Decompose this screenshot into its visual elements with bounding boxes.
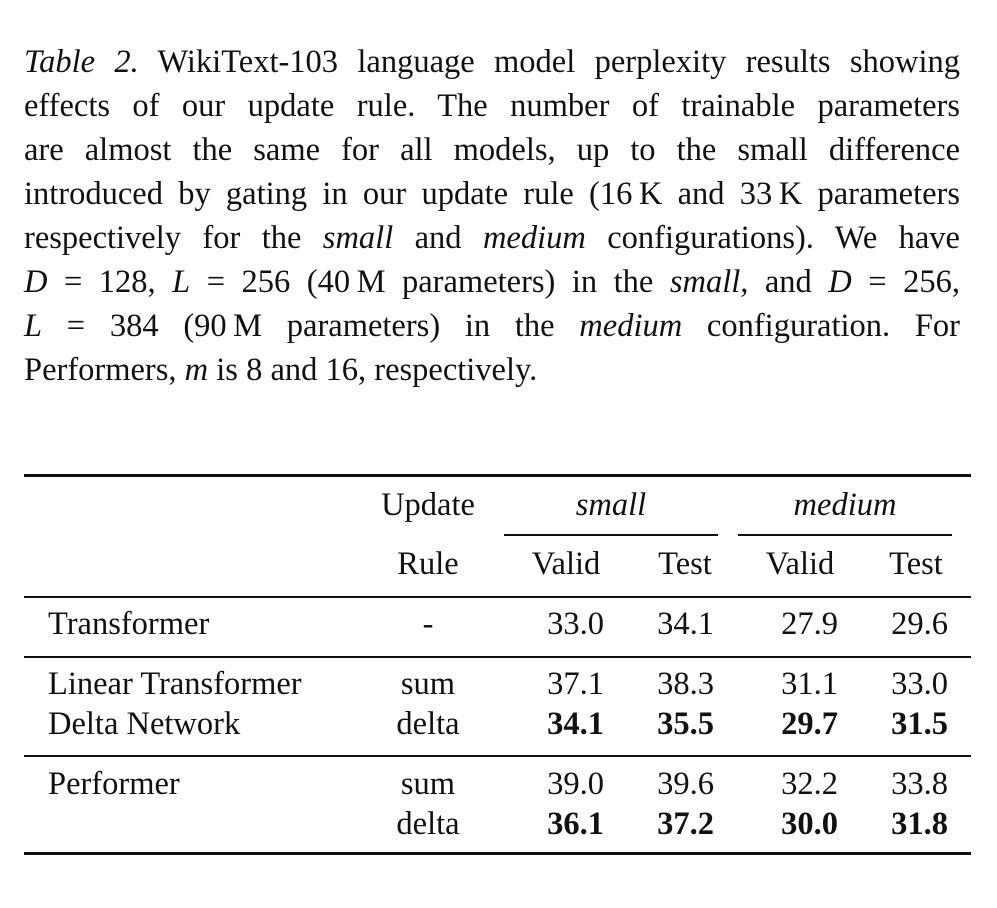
cell-medium-test: 33.8 [891,766,948,802]
caption-text: configuration. For [682,308,961,344]
caption-text: L [24,308,43,344]
header-group-small: small [575,487,647,523]
caption-text: are almost the same for all models, up t… [24,132,960,168]
caption-text: = 256 (40 M parameters) in the [190,264,670,300]
caption-text: = 384 (90 M parameters) in the [42,308,580,344]
caption-line: introduced by gating in our update rule … [24,172,960,216]
cell-small-test: 38.3 [657,666,714,702]
table-caption: Table 2. WikiText-103 language model per… [24,40,960,392]
caption-text: small [322,220,394,256]
caption-text: = 256, [851,264,960,300]
caption-text: medium [482,220,586,256]
header-group-medium: medium [793,487,897,523]
cell-model: Linear Transformer [48,666,302,702]
caption-text: small [669,264,741,300]
cell-small-test: 35.5 [657,706,714,742]
table-bottom-rule [24,852,971,855]
caption-text: L [172,264,191,300]
cell-small-valid: 37.1 [547,666,604,702]
cell-medium-test: 31.8 [891,806,948,842]
caption-text: = 128, [47,264,173,300]
cell-small-test: 34.1 [657,606,714,642]
cell-medium-valid: 30.0 [781,806,838,842]
small-group-rule [504,534,718,536]
caption-line: are almost the same for all models, up t… [24,128,960,172]
caption-text: m [184,352,209,388]
group-separator-rule [24,755,971,757]
cell-model: Transformer [48,606,210,642]
cell-medium-test: 31.5 [891,706,948,742]
header-medium-test: Test [889,546,943,582]
caption-line: effects of our update rule. The number o… [24,84,960,128]
cell-medium-test: 33.0 [891,666,948,702]
caption-text: D [828,264,852,300]
caption-text: , and [740,264,829,300]
caption-text: respectively for the [24,220,323,256]
medium-group-rule [738,534,952,536]
cell-small-test: 39.6 [657,766,714,802]
cell-medium-valid: 27.9 [781,606,838,642]
caption-text: D [24,264,48,300]
header-small-test: Test [658,546,712,582]
cell-update-rule: sum [400,766,456,802]
header-rule: Rule [397,546,459,582]
cell-model: Delta Network [48,706,241,742]
cell-small-valid: 36.1 [547,806,604,842]
caption-text: and [393,220,483,256]
caption-text: Performers, [24,352,185,388]
cell-small-valid: 33.0 [547,606,604,642]
cell-small-valid: 34.1 [547,706,604,742]
table-top-rule [24,474,971,477]
caption-line: Performers, m is 8 and 16, respectively. [24,348,960,392]
caption-line: Table 2. WikiText-103 language model per… [24,40,960,84]
group-separator-rule [24,656,971,658]
cell-small-test: 37.2 [657,806,714,842]
caption-line: L = 384 (90 M parameters) in the medium … [24,304,960,348]
header-medium-valid: Valid [765,546,835,582]
caption-text: is 8 and 16, respectively. [208,352,538,388]
cell-medium-valid: 31.1 [781,666,838,702]
caption-label: Table 2. [24,44,139,80]
cell-small-valid: 39.0 [547,766,604,802]
caption-text: medium [579,308,683,344]
header-update: Update [381,487,475,523]
cell-medium-test: 29.6 [891,606,948,642]
cell-update-rule: delta [396,706,460,742]
cell-update-rule: - [422,606,434,642]
cell-model: Performer [48,766,180,802]
cell-update-rule: sum [400,666,456,702]
header-small-valid: Valid [531,546,601,582]
header-bottom-rule [24,596,971,598]
cell-update-rule: delta [396,806,460,842]
caption-text: WikiText-103 language model perplexity r… [138,44,961,80]
caption-line: respectively for the small and medium co… [24,216,960,260]
caption-text: introduced by gating in our update rule … [24,176,960,212]
cell-medium-valid: 32.2 [781,766,838,802]
caption-text: configurations). We have [585,220,960,256]
caption-line: D = 128, L = 256 (40 M parameters) in th… [24,260,960,304]
cell-medium-valid: 29.7 [781,706,838,742]
caption-text: effects of our update rule. The number o… [24,88,960,124]
